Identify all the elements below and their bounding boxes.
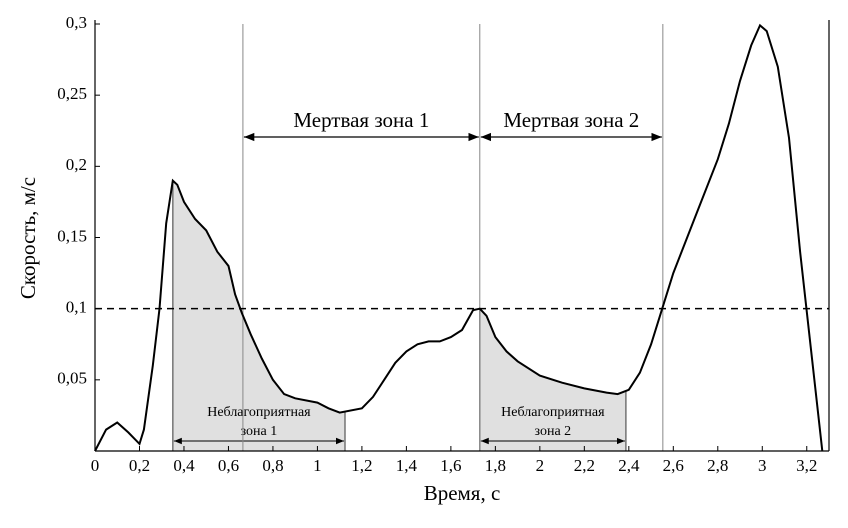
adverse-zone-label: Неблагоприятная — [501, 405, 605, 420]
y-tick-label: 0,3 — [66, 13, 87, 32]
y-tick-label: 0,05 — [57, 369, 87, 388]
x-tick-label: 2,2 — [574, 456, 595, 475]
adverse-zone-label: зона 2 — [535, 424, 572, 439]
x-tick-label: 1 — [313, 456, 322, 475]
dead-zone-label: Мертвая зона 1 — [293, 108, 429, 132]
x-tick-label: 1,4 — [396, 456, 418, 475]
adverse-zone-label: Неблагоприятная — [207, 405, 311, 420]
dead-zone-label: Мертвая зона 2 — [503, 108, 639, 132]
x-tick-label: 2 — [536, 456, 545, 475]
x-tick-label: 1,6 — [440, 456, 461, 475]
y-tick-label: 0,15 — [57, 226, 87, 245]
velocity-line — [94, 23, 824, 452]
x-tick-label: 1,8 — [485, 456, 506, 475]
y-tick-label: 0,1 — [66, 298, 87, 317]
adverse-zone-area — [172, 180, 346, 452]
x-tick-label: 3 — [758, 456, 767, 475]
x-tick-label: 2,4 — [618, 456, 640, 475]
adverse-zone-label: зона 1 — [241, 424, 278, 439]
x-tick-label: 2,8 — [707, 456, 728, 475]
x-tick-label: 3,2 — [796, 456, 817, 475]
x-axis-title: Время, с — [424, 481, 501, 505]
x-tick-label: 2,6 — [663, 456, 684, 475]
x-tick-label: 0 — [91, 456, 100, 475]
x-tick-label: 0,2 — [129, 456, 150, 475]
y-axis-title: Скорость, м/с — [16, 177, 40, 299]
x-tick-label: 0,8 — [262, 456, 283, 475]
x-tick-label: 1,2 — [351, 456, 372, 475]
y-tick-label: 0,25 — [57, 84, 87, 103]
x-tick-label: 0,4 — [173, 456, 195, 475]
y-tick-label: 0,2 — [66, 155, 87, 174]
x-tick-label: 0,6 — [218, 456, 239, 475]
